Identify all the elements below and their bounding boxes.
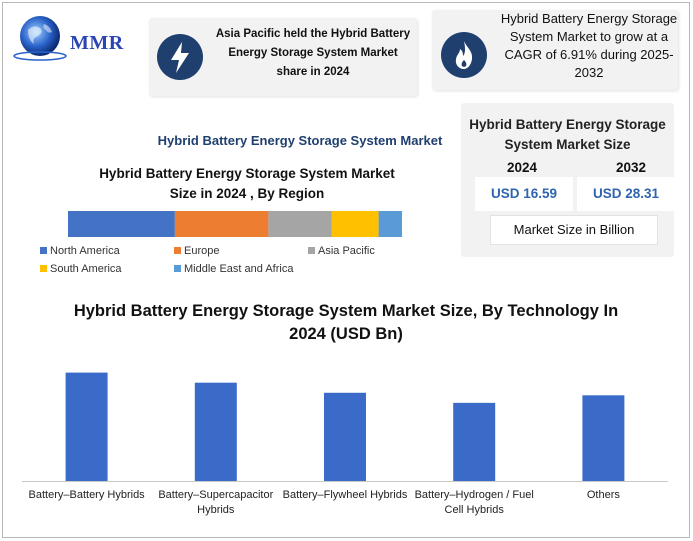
region-segment-north-america [68, 211, 175, 237]
technology-bar [65, 372, 108, 481]
legend-swatch [40, 247, 47, 254]
value-start: USD 16.59 [475, 177, 573, 211]
market-size-title: Hybrid Battery Energy Storage System Mar… [469, 117, 666, 152]
region-chart-title: Hybrid Battery Energy Storage System Mar… [99, 166, 395, 201]
technology-bar-chart: Battery–Battery Hybrids Battery–Supercapa… [22, 360, 668, 530]
legend-item: South America [40, 262, 122, 276]
category-label: Battery–Hydrogen / Fuel Cell Hybrids [414, 489, 534, 516]
technology-bar [453, 402, 496, 481]
legend-label: North America [50, 245, 120, 257]
legend-swatch [174, 265, 181, 272]
unit-label: Market Size in Billion [490, 215, 658, 245]
main-title: Hybrid Battery Energy Storage System Mar… [157, 133, 443, 148]
legend-label: Asia Pacific [318, 245, 375, 257]
legend-swatch [40, 265, 47, 272]
legend-item: Europe [174, 244, 219, 258]
legend-swatch [174, 247, 181, 254]
share-card: Asia Pacific held the Hybrid Battery Ene… [149, 18, 417, 96]
legend-swatch [308, 247, 315, 254]
cagr-text: Hybrid Battery Energy Storage System Mar… [500, 11, 678, 80]
flame-icon [441, 32, 487, 78]
technology-bar [324, 392, 366, 481]
year-end: 2032 [616, 160, 647, 175]
logo-text: MMR [70, 32, 124, 54]
globe-logo-icon [13, 16, 67, 61]
technology-chart-title: Hybrid Battery Energy Storage System Mar… [73, 302, 619, 343]
region-stacked-bar [68, 211, 402, 237]
legend-label: Middle East and Africa [184, 263, 294, 275]
category-label: Battery–Battery Hybrids [28, 489, 145, 501]
category-label: Others [586, 489, 620, 501]
legend-item: Middle East and Africa [174, 262, 293, 276]
category-label: Battery–Supercapacitor Hybrids [158, 489, 274, 516]
legend-item: Asia Pacific [308, 244, 375, 258]
legend-item: North America [40, 244, 120, 258]
logo: MMR [12, 12, 142, 62]
region-segment-asia-pacific [268, 211, 332, 237]
share-text: Asia Pacific held the Hybrid Battery Ene… [215, 28, 411, 78]
technology-bar [194, 382, 237, 481]
region-segment-europe [174, 211, 269, 237]
lightning-icon [157, 34, 203, 80]
cagr-card: Hybrid Battery Energy Storage System Mar… [432, 10, 678, 90]
year-start: 2024 [507, 160, 538, 175]
region-segment-middle-east-and-africa [378, 211, 402, 237]
region-segment-south-america [331, 211, 379, 237]
legend-label: South America [50, 263, 122, 275]
legend-label: Europe [184, 245, 220, 257]
category-label: Battery–Flywheel Hybrids [282, 489, 408, 501]
market-size-panel: Hybrid Battery Energy Storage System Mar… [461, 103, 675, 257]
value-end: USD 28.31 [577, 177, 675, 211]
technology-bar [582, 395, 625, 481]
